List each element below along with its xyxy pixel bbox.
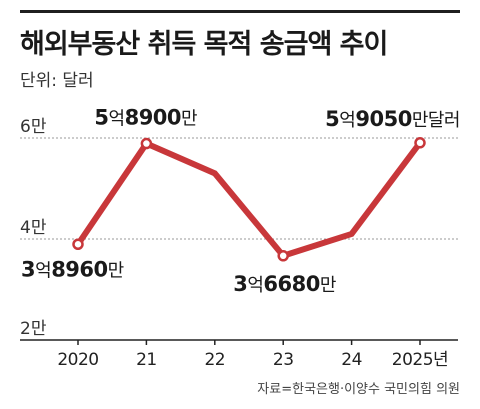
y-tick-label: 6만 (20, 117, 47, 137)
x-tick-label: 22 (204, 350, 225, 370)
y-tick-label: 2만 (20, 319, 47, 339)
x-tick-label: 2025년 (392, 350, 448, 370)
x-tick-label: 2020 (57, 350, 98, 370)
chart-title: 해외부동산 취득 목적 송금액 추이 (20, 29, 388, 60)
data-point (140, 137, 153, 150)
x-tick-label: 21 (136, 350, 157, 370)
x-tick-label: 23 (273, 350, 294, 370)
data-label: 5억9050만달러 (325, 107, 460, 131)
data-point (277, 250, 289, 262)
data-label: 5억8900만 (94, 106, 197, 130)
data-point (414, 137, 426, 149)
data-label: 3억6680만 (233, 272, 336, 296)
title-rule (20, 10, 460, 13)
x-tick-label: 24 (341, 350, 362, 370)
data-point (72, 238, 84, 251)
data-label: 3억8960만 (21, 257, 124, 281)
source-note: 자료=한국은행·이양수 국민의힘 의원 (257, 382, 460, 397)
y-tick-label: 4만 (20, 218, 47, 238)
series-line (75, 139, 423, 260)
unit-label: 단위: 달러 (20, 71, 94, 91)
